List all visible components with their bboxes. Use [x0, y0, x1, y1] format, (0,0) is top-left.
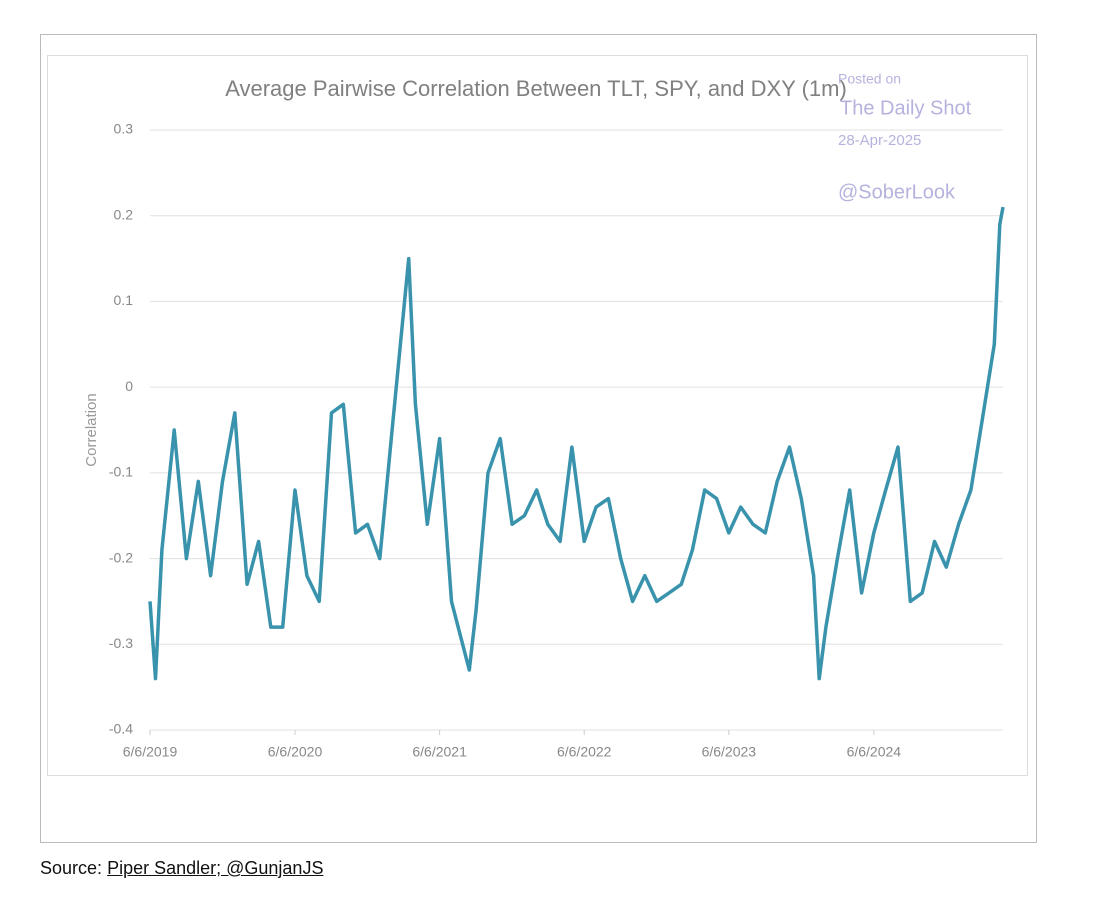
y-tick-label: 0.1 [114, 292, 134, 308]
y-tick-label: 0.3 [114, 121, 134, 137]
y-tick-label: -0.4 [109, 721, 133, 737]
source: Source: Piper Sandler; @GunjanJS [40, 858, 323, 879]
y-axis-label: Correlation [83, 393, 100, 466]
x-tick-label: 6/6/2021 [412, 744, 467, 760]
y-tick-label: 0.2 [114, 206, 134, 222]
line [148, 206, 1005, 681]
x-tick-label: 6/6/2024 [847, 744, 902, 760]
y-tick-label: -0.2 [109, 549, 133, 565]
y-tick-label: -0.3 [109, 635, 133, 651]
watermark: 28-Apr-2025 [838, 132, 921, 149]
y-tick-label: -0.1 [109, 464, 133, 480]
source-label: Source: [40, 858, 103, 878]
watermark: The Daily Shot [840, 97, 972, 119]
chart-title: Average Pairwise Correlation Between TLT… [225, 76, 847, 101]
source-link[interactable]: Piper Sandler; @GunjanJS [107, 858, 324, 878]
watermark: Posted on [838, 71, 901, 87]
y-tick-label: 0 [125, 378, 133, 394]
plot-frame [47, 55, 1028, 776]
x-tick-label: 6/6/2020 [268, 744, 323, 760]
x-tick-label: 6/6/2023 [702, 744, 757, 760]
x-tick-label: 6/6/2022 [557, 744, 612, 760]
x-tick-label: 6/6/2019 [123, 744, 178, 760]
watermark: @SoberLook [838, 181, 956, 203]
